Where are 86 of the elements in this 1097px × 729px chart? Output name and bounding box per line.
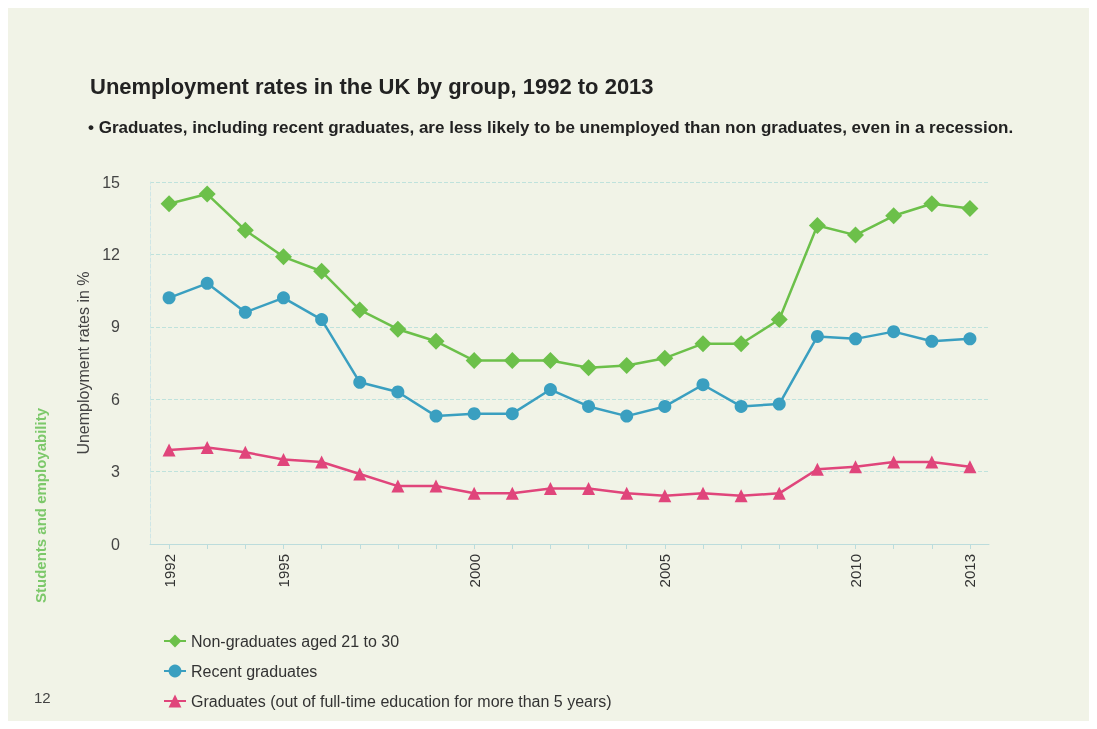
point [770,311,788,329]
point [658,399,672,413]
point [315,313,329,327]
point [391,479,405,493]
point [772,397,786,411]
point [810,329,824,343]
point [847,226,865,244]
text: 12 [34,689,51,706]
point [467,407,481,421]
point [353,467,367,481]
point [162,291,176,305]
x-tick-label: 1992 [160,554,178,588]
point [925,455,939,469]
point [620,409,634,423]
point [238,305,252,319]
point [582,481,596,495]
point [503,352,521,370]
point [429,479,443,493]
y-axis-title: Unemployment rates in % [74,271,92,455]
point [162,443,176,457]
point [313,262,331,280]
point [238,445,252,459]
point [391,385,405,399]
point [353,375,367,389]
point [849,460,863,474]
point [808,216,826,234]
point [734,489,748,503]
point [694,335,712,353]
point [732,335,750,353]
point [351,301,369,319]
point [658,489,672,503]
x-tick-label: 2000 [465,554,483,588]
y-tick-label: 9 [111,318,121,336]
point [467,486,481,500]
point [656,349,674,367]
point [582,399,596,413]
chart-subtitle: • Graduates, including recent graduates, are less likely to be unemployed than non graduates, even in a recession. [88,117,1014,137]
point [772,486,786,500]
point [236,221,254,239]
point [885,207,903,225]
point [734,399,748,413]
y-tick-label: 15 [102,173,121,191]
text: Students and employability [32,407,49,604]
point [810,462,824,476]
point [429,409,443,423]
legend-label: Graduates (out of full-time education for more than 5 years) [191,692,612,710]
point [849,332,863,346]
legend-label: Non-graduates aged 21 to 30 [191,632,400,650]
point [200,440,214,454]
point [276,453,290,467]
point [963,332,977,346]
legend-label: Recent graduates [191,662,318,680]
point [198,185,216,203]
point [543,383,557,397]
point [505,486,519,500]
point [620,486,634,500]
point [274,248,292,266]
point [580,359,598,377]
x-tick-label: 2005 [656,554,674,588]
chart-title: Unemployment rates in the UK by group, 1992 to 2013 [90,73,654,99]
y-tick-label: 12 [102,245,121,263]
y-tick-label: 6 [111,390,121,408]
point [465,352,483,370]
x-tick-label: 1995 [274,554,292,588]
y-tick-label: 0 [111,535,121,553]
point [961,200,979,218]
point [963,460,977,474]
point [200,276,214,290]
point [887,325,901,339]
point [389,320,407,338]
x-tick-label: 2013 [961,554,979,588]
point [618,356,636,374]
point [696,378,710,392]
x-tick-label: 2010 [847,554,865,588]
y-tick-label: 3 [111,463,121,481]
point [160,195,178,213]
point [543,481,557,495]
point [887,455,901,469]
point [505,407,519,421]
point [427,332,445,350]
point [696,486,710,500]
point [541,352,559,370]
point [276,291,290,305]
point [315,455,329,469]
point [923,195,941,213]
point [925,334,939,348]
